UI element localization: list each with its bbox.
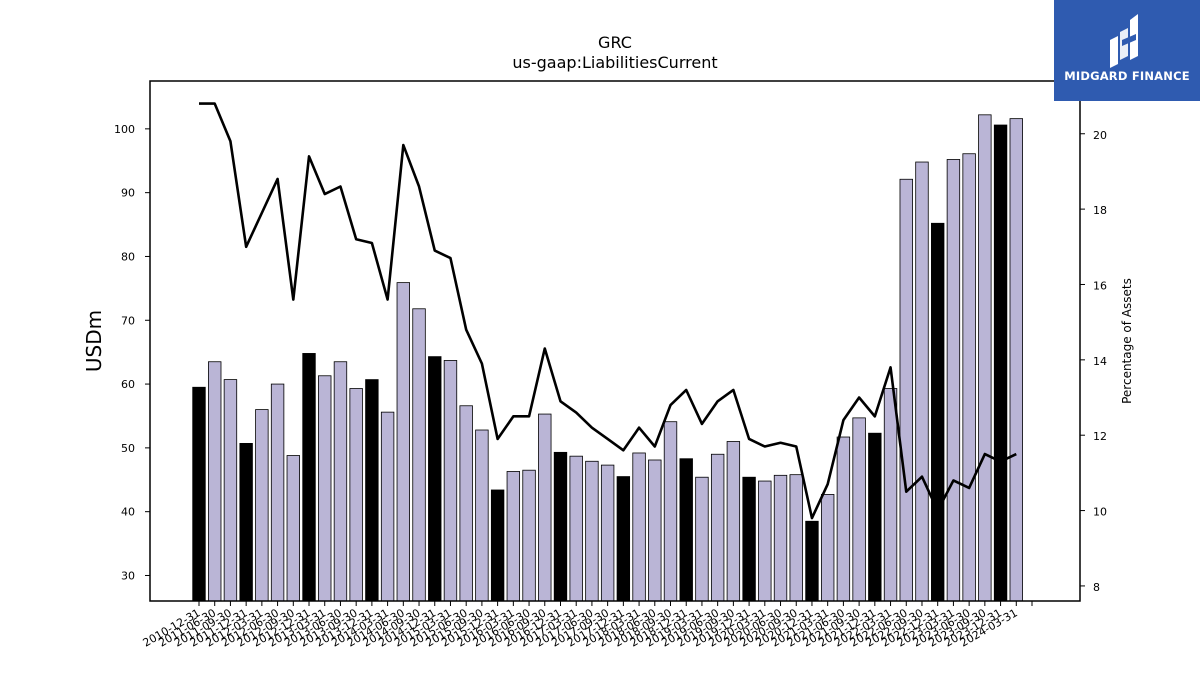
- bar: [538, 413, 552, 602]
- chart-title: GRC: [598, 33, 632, 52]
- bar: [318, 375, 332, 602]
- bar: [412, 308, 426, 602]
- bar: [192, 386, 206, 602]
- bar: [490, 489, 505, 602]
- y-tick-label: 50: [121, 442, 135, 455]
- bar: [883, 388, 898, 602]
- bar: [616, 476, 631, 602]
- bar: [333, 361, 348, 602]
- y-tick-label: 100: [114, 123, 135, 136]
- line-layer: [199, 102, 1017, 520]
- bar: [710, 453, 725, 602]
- bar: [758, 480, 772, 602]
- bar: [475, 429, 489, 602]
- y-tick-label: 90: [121, 187, 135, 200]
- bar: [396, 282, 410, 602]
- bar: [428, 356, 442, 602]
- bar: [915, 161, 929, 602]
- y2-axis-label: Percentage of Assets: [1120, 278, 1134, 404]
- y2-tick-label: 8: [1093, 581, 1100, 594]
- bar: [946, 159, 961, 602]
- y2-tick-label: 10: [1093, 506, 1107, 519]
- bar: [286, 455, 300, 602]
- bar: [1009, 118, 1023, 602]
- bar: [978, 114, 992, 602]
- x-axis: 2010-12-312011-06-302011-09-302011-12-31…: [141, 601, 1033, 650]
- bar: [223, 379, 238, 602]
- bar: [679, 458, 693, 602]
- bar: [836, 436, 851, 602]
- y-tick-label: 70: [121, 314, 135, 327]
- y2-tick-label: 12: [1093, 430, 1107, 443]
- bar: [239, 442, 253, 602]
- bar: [868, 432, 882, 602]
- bar: [365, 379, 379, 602]
- bar: [663, 421, 678, 602]
- bar: [632, 452, 646, 602]
- bar: [349, 388, 363, 602]
- bar: [648, 459, 662, 602]
- bar: [255, 409, 269, 602]
- chart-subtitle: us-gaap:LiabilitiesCurrent: [512, 53, 717, 72]
- y-tick-label: 60: [121, 378, 135, 391]
- percentage-line: [199, 102, 1017, 520]
- y-tick-label: 40: [121, 506, 135, 519]
- bar: [820, 494, 835, 602]
- y2-tick-label: 18: [1093, 204, 1107, 217]
- y-axis-label: USDm: [82, 310, 106, 372]
- bar: [506, 471, 521, 602]
- bar: [380, 411, 395, 602]
- y-tick-label: 80: [121, 250, 135, 263]
- bar: [852, 417, 866, 602]
- brand-name: MIDGARD FINANCE: [1064, 69, 1190, 83]
- plot-frame: [149, 80, 1081, 602]
- bar: [553, 451, 568, 602]
- bar: [993, 124, 1008, 602]
- bar: [208, 361, 222, 602]
- y2-tick-label: 14: [1093, 355, 1107, 368]
- bars-layer: [192, 114, 1023, 602]
- y2-tick-label: 20: [1093, 129, 1107, 142]
- bar: [805, 520, 819, 602]
- bar: [459, 405, 473, 602]
- bar: [726, 441, 741, 602]
- bar: [522, 469, 536, 602]
- bar: [270, 383, 285, 602]
- bar: [585, 460, 599, 602]
- bar: [742, 476, 756, 602]
- bar: [931, 222, 945, 602]
- left-axis: 30 40 50 60 70 80 90 100: [114, 123, 150, 582]
- bar: [789, 474, 803, 602]
- y2-tick-label: 16: [1093, 279, 1107, 292]
- bar: [443, 360, 458, 602]
- bar: [600, 464, 615, 602]
- bar: [899, 178, 913, 602]
- bar: [962, 153, 976, 602]
- bar: [695, 476, 709, 602]
- brand-logo: MIDGARD FINANCE: [1054, 0, 1200, 101]
- bar: [569, 455, 583, 602]
- bar: [773, 474, 788, 602]
- right-axis: 8 10 12 14 16 18 20: [1080, 129, 1107, 594]
- y-tick-label: 30: [121, 569, 135, 582]
- midgard-logo-icon: [1110, 14, 1138, 68]
- bar: [302, 353, 316, 602]
